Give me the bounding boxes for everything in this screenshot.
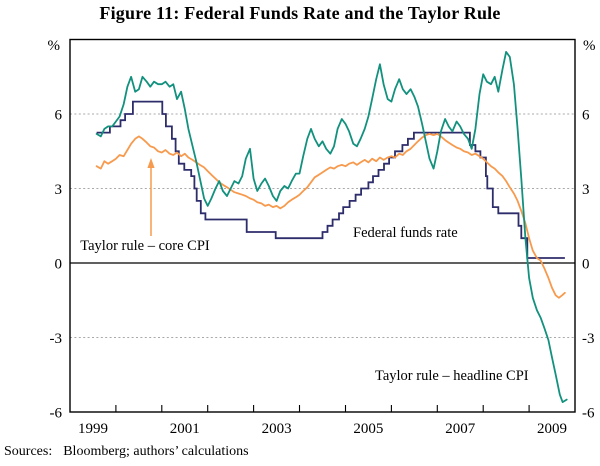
y-axis-label-right: 6 — [582, 108, 590, 124]
x-axis-label: 2003 — [262, 421, 292, 437]
x-axis-label: 2001 — [170, 421, 200, 437]
sources-line: Sources: Bloomberg; authors’ calculations — [4, 444, 249, 460]
taylor-core-cpi-label: Taylor rule – core CPI — [80, 238, 210, 254]
taylor-headline-cpi-label: Taylor rule – headline CPI — [375, 368, 529, 384]
y-axis-label-left: 6 — [55, 108, 63, 124]
federal-funds-rate-label: Federal funds rate — [353, 225, 458, 241]
series-taylor-core-cpi — [95, 132, 566, 299]
y-axis-label-left: -6 — [50, 406, 63, 422]
y-axis-label-right: -3 — [582, 331, 595, 347]
unit-label-left: % — [48, 38, 61, 54]
sources-label: Sources: — [4, 444, 53, 459]
figure-title: Figure 11: Federal Funds Rate and the Ta… — [99, 3, 501, 23]
x-axis-label: 2009 — [537, 421, 567, 437]
sources-text: Bloomberg; authors’ calculations — [63, 444, 249, 459]
y-axis-label-left: 3 — [55, 182, 63, 198]
x-axis-label: 1999 — [78, 421, 108, 437]
plot-frame — [69, 38, 576, 413]
y-axis-label-left: -3 — [50, 331, 63, 347]
y-axis-label-left: 0 — [55, 257, 63, 273]
annotation-arrowhead — [147, 158, 155, 168]
series-federal-funds-rate — [96, 100, 565, 259]
x-axis-label: 2005 — [353, 421, 383, 437]
y-axis-label-right: 3 — [582, 182, 590, 198]
unit-label-right: % — [583, 38, 596, 54]
y-axis-label-right: 0 — [582, 257, 590, 273]
y-axis-label-right: -6 — [582, 406, 595, 422]
series-taylor-headline-cpi — [95, 51, 568, 404]
x-axis-label: 2007 — [445, 421, 476, 437]
